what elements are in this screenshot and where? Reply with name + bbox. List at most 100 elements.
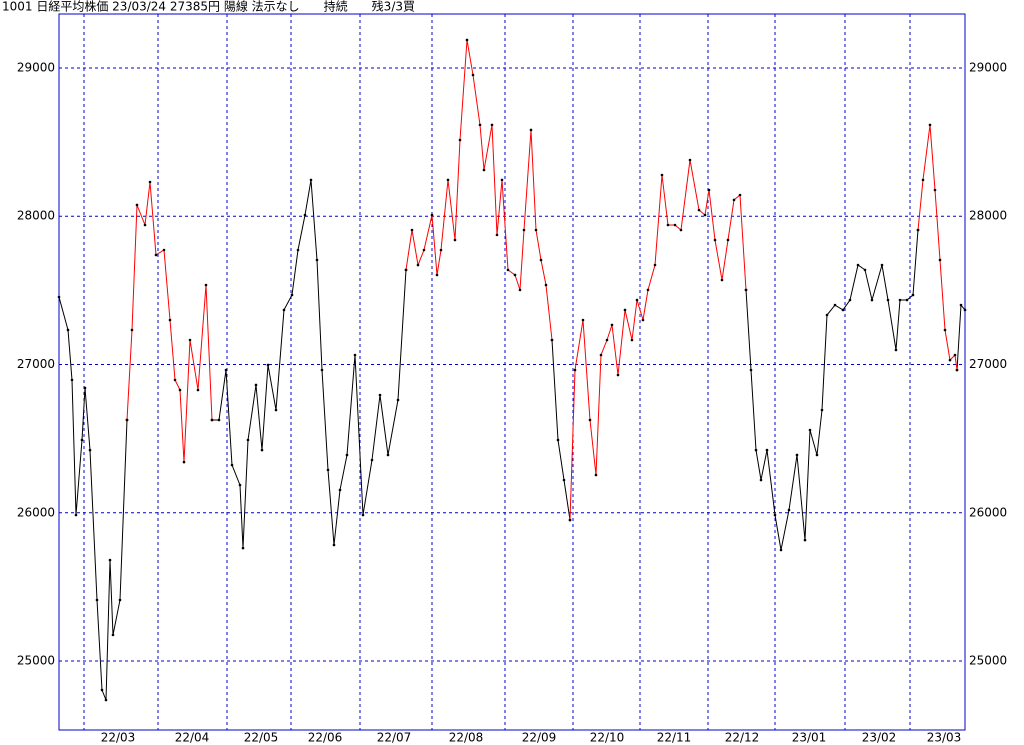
price-dot xyxy=(880,263,884,267)
price-dot xyxy=(720,278,724,282)
price-dot xyxy=(471,73,475,77)
price-dot xyxy=(870,298,874,302)
price-dot xyxy=(66,328,70,332)
price-dot xyxy=(118,598,122,602)
price-dot xyxy=(588,418,592,422)
price-dot xyxy=(361,513,365,517)
price-dot xyxy=(196,388,200,392)
price-dot xyxy=(303,213,307,217)
price-dot xyxy=(848,298,852,302)
price-dot xyxy=(749,368,753,372)
price-dot xyxy=(518,288,522,292)
price-dot xyxy=(529,128,533,132)
price-dot xyxy=(863,268,867,272)
price-dot xyxy=(916,228,920,232)
x-tick-label: 23/03 xyxy=(927,731,962,745)
price-dot xyxy=(562,478,566,482)
price-dot xyxy=(933,188,937,192)
price-dot xyxy=(104,698,108,702)
price-dot xyxy=(154,253,158,257)
price-dot xyxy=(943,328,947,332)
price-dot xyxy=(80,438,84,442)
price-dot xyxy=(282,308,286,312)
x-tick-label: 22/12 xyxy=(725,731,760,745)
price-dot xyxy=(803,538,807,542)
price-dot xyxy=(894,348,898,352)
x-tick-label: 22/11 xyxy=(657,731,692,745)
price-dot xyxy=(490,123,494,127)
price-dot xyxy=(143,223,147,227)
price-dot xyxy=(241,546,245,550)
price-dot xyxy=(338,488,342,492)
price-dot xyxy=(230,463,234,467)
x-tick-label: 22/03 xyxy=(101,731,136,745)
price-dot xyxy=(453,238,457,242)
price-dot xyxy=(266,363,270,367)
price-dot xyxy=(135,203,139,207)
price-dot xyxy=(673,223,677,227)
price-dot xyxy=(833,303,837,307)
price-dot xyxy=(482,168,486,172)
price-dot xyxy=(95,598,99,602)
price-dot xyxy=(345,453,349,457)
price-dot xyxy=(732,198,736,202)
price-dot xyxy=(478,123,482,127)
price-dot xyxy=(188,338,192,342)
price-dot xyxy=(506,268,510,272)
price-dot xyxy=(594,473,598,477)
price-dot xyxy=(841,308,845,312)
price-dot xyxy=(688,158,692,162)
y-tick-label: 29000 xyxy=(17,60,55,74)
price-dot xyxy=(955,368,959,372)
price-dot xyxy=(370,458,374,462)
price-dot xyxy=(948,358,952,362)
price-dot xyxy=(539,258,543,262)
price-dot xyxy=(905,298,909,302)
x-tick-label: 23/02 xyxy=(862,731,897,745)
price-dot xyxy=(130,328,134,332)
price-dot xyxy=(820,408,824,412)
price-dot xyxy=(666,223,670,227)
price-dot xyxy=(825,313,829,317)
price-dot xyxy=(630,338,634,342)
price-dot xyxy=(254,383,258,387)
price-dot xyxy=(83,386,87,390)
y2-tick-label: 28000 xyxy=(969,209,1007,223)
price-dot xyxy=(224,368,228,372)
price-dot xyxy=(74,513,78,517)
price-dot xyxy=(726,238,730,242)
y2-tick-label: 29000 xyxy=(969,60,1007,74)
price-dot xyxy=(446,178,450,182)
price-dot xyxy=(635,298,639,302)
price-dot xyxy=(787,508,791,512)
price-dot xyxy=(246,438,250,442)
price-dot xyxy=(274,408,278,412)
price-dot xyxy=(886,298,890,302)
price-dot xyxy=(556,438,560,442)
price-dot xyxy=(162,248,166,252)
price-dot xyxy=(938,258,942,262)
price-dot xyxy=(765,448,769,452)
price-dot xyxy=(435,273,439,277)
price-dot xyxy=(125,418,129,422)
price-dot xyxy=(168,318,172,322)
price-dot xyxy=(326,468,330,472)
price-dot xyxy=(959,303,963,307)
y-tick-label: 28000 xyxy=(17,209,55,223)
price-dot xyxy=(928,123,932,127)
x-tick-label: 23/01 xyxy=(792,731,827,745)
price-dot xyxy=(568,518,572,522)
price-dot xyxy=(773,513,777,517)
price-dot xyxy=(422,248,426,252)
price-dot xyxy=(332,543,336,547)
x-tick-label: 22/09 xyxy=(522,731,557,745)
price-dot xyxy=(754,448,758,452)
price-dot xyxy=(111,633,115,637)
x-tick-label: 22/04 xyxy=(175,731,210,745)
y-tick-label: 27000 xyxy=(17,357,55,371)
price-dot xyxy=(495,233,499,237)
price-dot xyxy=(260,448,264,452)
y2-tick-label: 25000 xyxy=(969,654,1007,668)
